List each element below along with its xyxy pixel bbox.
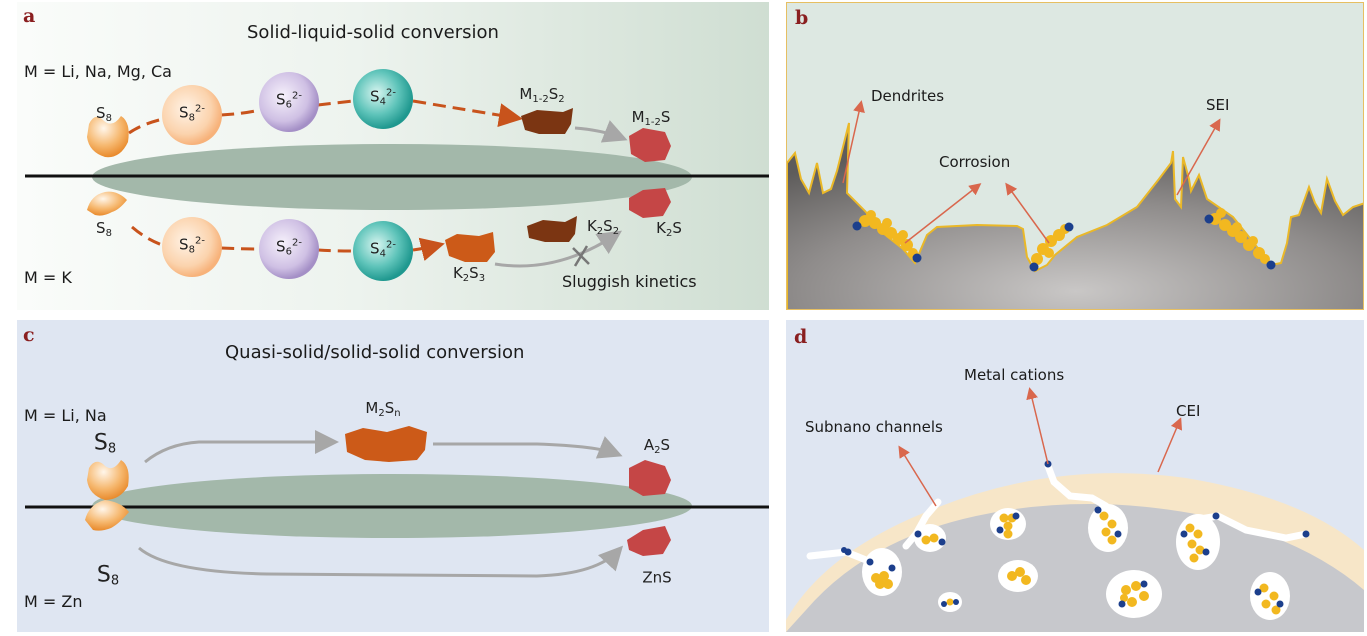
s8-solid-bottom xyxy=(87,191,127,216)
k2s3-label: K2S3 xyxy=(452,264,486,284)
cluster-left xyxy=(859,210,918,258)
s8-label-top: S8 xyxy=(96,104,112,124)
m12s-label: M1-2S xyxy=(631,108,671,128)
cei-arrow xyxy=(1157,417,1183,473)
bottom-arrow-s6-s4 xyxy=(317,248,354,253)
panel-c-metals-bottom: M = Zn xyxy=(24,592,83,611)
s4-2-bottom: S42- xyxy=(370,239,396,260)
sphere-s8-bottom xyxy=(162,217,222,277)
cross-mark xyxy=(572,245,590,267)
metal-surface xyxy=(787,122,1363,309)
cei-label: CEI xyxy=(1176,402,1201,420)
subnano-label: Subnano channels xyxy=(805,418,943,436)
m2sn-solid xyxy=(345,426,427,462)
pore-7 xyxy=(1106,570,1162,618)
panel-a-metals-top: M = Li, Na, Mg, Ca xyxy=(24,62,172,81)
bottom-arrow-s8 xyxy=(131,225,166,248)
sphere-s6-top xyxy=(259,72,319,132)
panel-b-graphics xyxy=(787,100,1363,309)
m12s2-solid xyxy=(521,108,573,134)
panel-b: b Dendrites Corrosion SEI xyxy=(786,2,1364,310)
panel-c-label: c xyxy=(23,324,35,346)
s8-label-bottom: S8 xyxy=(96,219,112,239)
cluster-right xyxy=(1209,208,1270,264)
bottom-arrow-s4-k2s3 xyxy=(412,237,445,262)
k2s3-solid xyxy=(445,232,495,262)
s8-solid-c-top xyxy=(87,460,129,500)
k2s2-solid xyxy=(527,216,577,242)
arrow-s8-m2sn xyxy=(144,430,339,464)
m2sn-label: M2Sn xyxy=(365,399,401,419)
k2s-solid xyxy=(629,188,671,218)
panel-a-graphics xyxy=(25,69,769,281)
panel-b-label: b xyxy=(795,7,809,29)
panel-a-label: a xyxy=(23,5,36,27)
top-arrow-s6-s4 xyxy=(317,99,354,107)
bottom-arrow-k2s3-k2s xyxy=(494,230,622,268)
k2s2-label: K2S2 xyxy=(586,217,620,237)
sluggish-kinetics: Sluggish kinetics xyxy=(562,272,697,291)
cation-dots-d xyxy=(841,460,1310,608)
cation-dots-b xyxy=(852,214,1276,272)
dendrites-label: Dendrites xyxy=(871,87,945,105)
cations-arrow xyxy=(1026,387,1049,465)
channel-left xyxy=(806,548,870,564)
s8-2-bottom: S82- xyxy=(179,235,205,256)
s8-label-c-bottom: S8 xyxy=(96,562,120,589)
dendrites-arrow xyxy=(842,100,865,184)
panel-d: d Metal cations Subnano channels CEI xyxy=(786,320,1364,632)
sphere-s4-top xyxy=(353,69,413,129)
s6-2-top: S62- xyxy=(276,90,302,111)
sphere-s8-top xyxy=(162,85,222,145)
panel-d-label: d xyxy=(794,326,808,348)
top-arrow-s4-m12s2 xyxy=(412,99,523,128)
bottom-arrow-s8-s6 xyxy=(220,246,261,251)
s8-2-top: S82- xyxy=(179,103,205,124)
m12s-solid xyxy=(629,128,671,162)
zns-label: ZnS xyxy=(642,568,672,587)
s4-2-top: S42- xyxy=(370,87,396,108)
sphere-s4-bottom xyxy=(353,221,413,281)
s8-solid-c-bottom xyxy=(85,500,129,531)
a2s-solid xyxy=(629,460,671,496)
corrosion-arrow-1 xyxy=(904,183,982,244)
sei-label: SEI xyxy=(1206,96,1230,114)
arrow-m2sn-a2s xyxy=(433,436,623,459)
subnano-arrow xyxy=(898,445,937,507)
panel-a: a Solid-liquid-solid conversion M = Li, … xyxy=(17,2,769,310)
panel-c-graphics xyxy=(25,426,769,578)
pore-5 xyxy=(1176,514,1220,570)
top-arrow-s8-s6 xyxy=(220,108,261,117)
a2s-label: A2S xyxy=(643,436,671,456)
panel-c: c Quasi-solid/solid-solid conversion M =… xyxy=(17,320,769,632)
sphere-s6-bottom xyxy=(259,219,319,279)
panel-d-graphics xyxy=(786,387,1364,632)
s8-solid-top xyxy=(87,116,129,158)
s6-2-bottom: S62- xyxy=(276,237,302,258)
top-arrow-m12s2-m12s xyxy=(574,120,628,143)
pore-clusters xyxy=(871,511,1281,615)
channel-right xyxy=(1190,512,1310,542)
arrow-s8-zns xyxy=(138,545,624,578)
panel-a-metals-bottom: M = K xyxy=(24,268,72,287)
top-arrow-s8 xyxy=(128,117,164,135)
m12s2-label: M1-2S2 xyxy=(519,85,565,105)
metal-cations-label: Metal cations xyxy=(964,366,1065,384)
panel-c-title: Quasi-solid/solid-solid conversion xyxy=(225,342,525,363)
corrosion-label: Corrosion xyxy=(939,153,1011,171)
s8-label-c-top: S8 xyxy=(93,430,117,457)
sei-arrow xyxy=(1176,118,1221,196)
channel-mid xyxy=(902,498,942,550)
panel-c-metals-top: M = Li, Na xyxy=(24,406,107,425)
corrosion-arrow-2 xyxy=(1005,182,1050,244)
k2s-label: K2S xyxy=(656,219,682,239)
channel-top xyxy=(1044,462,1110,510)
zns-solid xyxy=(627,526,671,556)
panel-a-title: Solid-liquid-solid conversion xyxy=(247,22,499,43)
